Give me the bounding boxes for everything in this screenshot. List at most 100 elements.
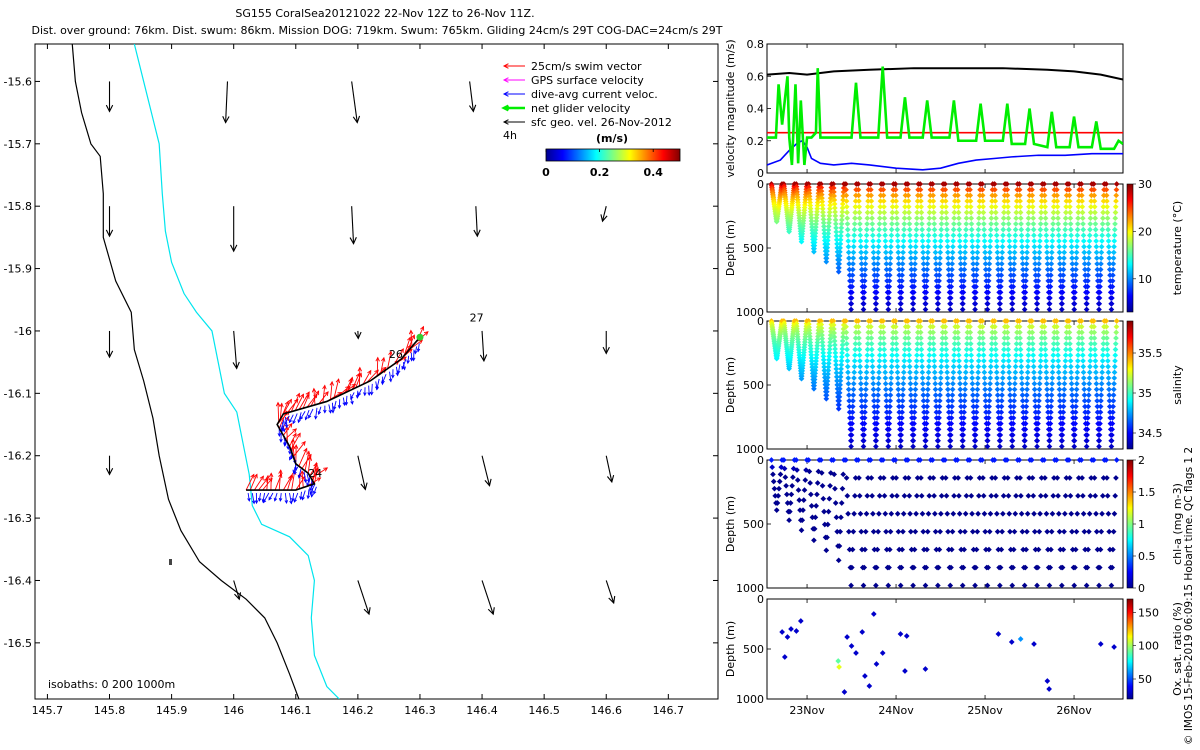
dac-arrow-shaft	[331, 402, 334, 413]
temperature-point	[850, 243, 857, 250]
temperature-point	[806, 193, 813, 200]
temperature-y-tick-label: 1000	[736, 306, 764, 319]
temperature-point	[975, 238, 981, 244]
temperature-point	[836, 253, 843, 259]
temperature-point	[832, 217, 839, 223]
temperature-point	[963, 215, 970, 222]
legend-label: 25cm/s swim vector	[531, 60, 642, 73]
oxygen-colorbar-tick-label: 50	[1138, 673, 1152, 686]
temperature-point	[943, 221, 950, 227]
geo-velocity-arrow-head	[234, 592, 242, 601]
temperature-point	[894, 238, 901, 244]
temperature-point	[926, 215, 933, 222]
geo-velocity-arrow-head	[105, 104, 114, 113]
dac-arrow	[268, 492, 274, 501]
temperature-point	[944, 226, 950, 233]
temperature-point	[955, 192, 961, 199]
track-end-marker	[416, 333, 424, 341]
temperature-point	[955, 203, 962, 210]
oxygen-colorbar-tick-label: 100	[1138, 640, 1159, 653]
temperature-point	[949, 249, 956, 256]
dac-arrow-head	[391, 374, 395, 379]
temperature-point	[950, 232, 957, 239]
dac-arrow	[284, 492, 289, 505]
temperature-point	[975, 232, 982, 239]
swim-vector-arrow-head	[349, 376, 354, 382]
temperature-point	[960, 289, 967, 296]
dac-arrow	[317, 406, 322, 415]
dac-arrow-head	[304, 416, 309, 421]
geo-velocity-arrow	[354, 330, 362, 340]
map-y-tick-label: -16.1	[4, 387, 32, 400]
temperature-point	[889, 203, 896, 210]
temperature-point	[983, 272, 989, 279]
dac-arrow-shaft	[284, 492, 288, 504]
salinity-y-tick-label: 0	[757, 315, 764, 328]
temperature-point	[918, 209, 925, 216]
velocity-frame	[766, 43, 1124, 174]
temperature-point	[862, 272, 868, 279]
chlorophyll-y-label: Depth (m)	[724, 496, 737, 552]
swim-vector-arrow-head	[324, 391, 329, 396]
temperature-point	[947, 300, 954, 307]
temperature-point	[882, 243, 889, 250]
swim-vector-arrow	[380, 356, 386, 374]
dac-arrow-head	[261, 498, 266, 503]
velocity-y-tick-label: 0.8	[747, 38, 765, 51]
swim-vector-arrow-shaft	[278, 470, 282, 491]
legend-arrow-head	[501, 104, 510, 112]
temperature-point	[981, 243, 988, 250]
swim-vector-arrow-shaft	[287, 474, 293, 491]
dac-arrow-shaft	[306, 473, 310, 483]
temperature-point	[914, 215, 920, 222]
colorbar-tick-label: 0.4	[643, 166, 663, 179]
figure-title: SG155 CoralSea20121022 22-Nov 12Z to 26-…	[235, 7, 534, 20]
dac-arrow-shaft	[308, 408, 314, 419]
swim-vector-arrow-shaft	[313, 468, 318, 484]
dac-arrow	[401, 358, 407, 370]
temperature-point	[856, 198, 862, 204]
swim-vector-arrow-head	[357, 372, 363, 378]
dac-arrow-head	[268, 496, 272, 501]
temperature-point	[832, 209, 838, 215]
temperature-point	[886, 272, 893, 279]
map-y-tick-label: -15.8	[4, 200, 32, 213]
temperature-point	[895, 255, 902, 261]
geo-velocity-arrow-shaft	[357, 580, 370, 615]
geo-velocity-arrow-head	[352, 115, 361, 124]
temperature-point	[871, 260, 877, 267]
geo-velocity-arrow-head	[105, 229, 114, 238]
salinity-y-label: Depth (m)	[724, 357, 737, 413]
velocity-y-tick-label: 0.6	[747, 70, 765, 83]
swim-vector-arrow-head	[288, 422, 293, 428]
temperature-point	[843, 198, 850, 204]
geo-velocity-arrow-head	[105, 467, 114, 476]
map-y-ticks: -15.6 -15.7 -15.8 -15.9 -16 -16.1 -16.2 -16.3 -1…	[4, 75, 718, 650]
temperature-point	[870, 238, 876, 244]
temperature-point	[976, 198, 983, 204]
map-y-tick-label: -16.2	[4, 450, 32, 463]
temperature-point	[868, 209, 875, 216]
temperature-point	[931, 215, 937, 222]
dac-arrow-shaft	[389, 371, 392, 382]
temperature-point	[908, 260, 914, 267]
temperature-point	[947, 306, 954, 313]
swim-vector-arrow-shaft	[302, 394, 310, 409]
temperature-point	[811, 248, 817, 255]
swim-vector-arrow-head	[407, 336, 412, 342]
temperature-point	[874, 260, 881, 267]
salinity-colorbar-tick-label: 35	[1138, 387, 1152, 400]
temperature-point	[843, 203, 850, 210]
temperature-point	[846, 266, 853, 273]
temperature-point	[848, 306, 854, 313]
temperature-point	[868, 198, 875, 204]
temperature-point	[886, 289, 892, 296]
temperature-point	[894, 232, 901, 239]
temperature-point	[807, 199, 813, 206]
temperature-point	[883, 249, 889, 256]
swim-vector-arrow-head	[388, 350, 393, 356]
temperature-point	[813, 215, 820, 221]
temperature-point	[937, 255, 943, 261]
temperature-point	[931, 232, 938, 239]
temperature-y-tick-label: 0	[757, 178, 764, 191]
